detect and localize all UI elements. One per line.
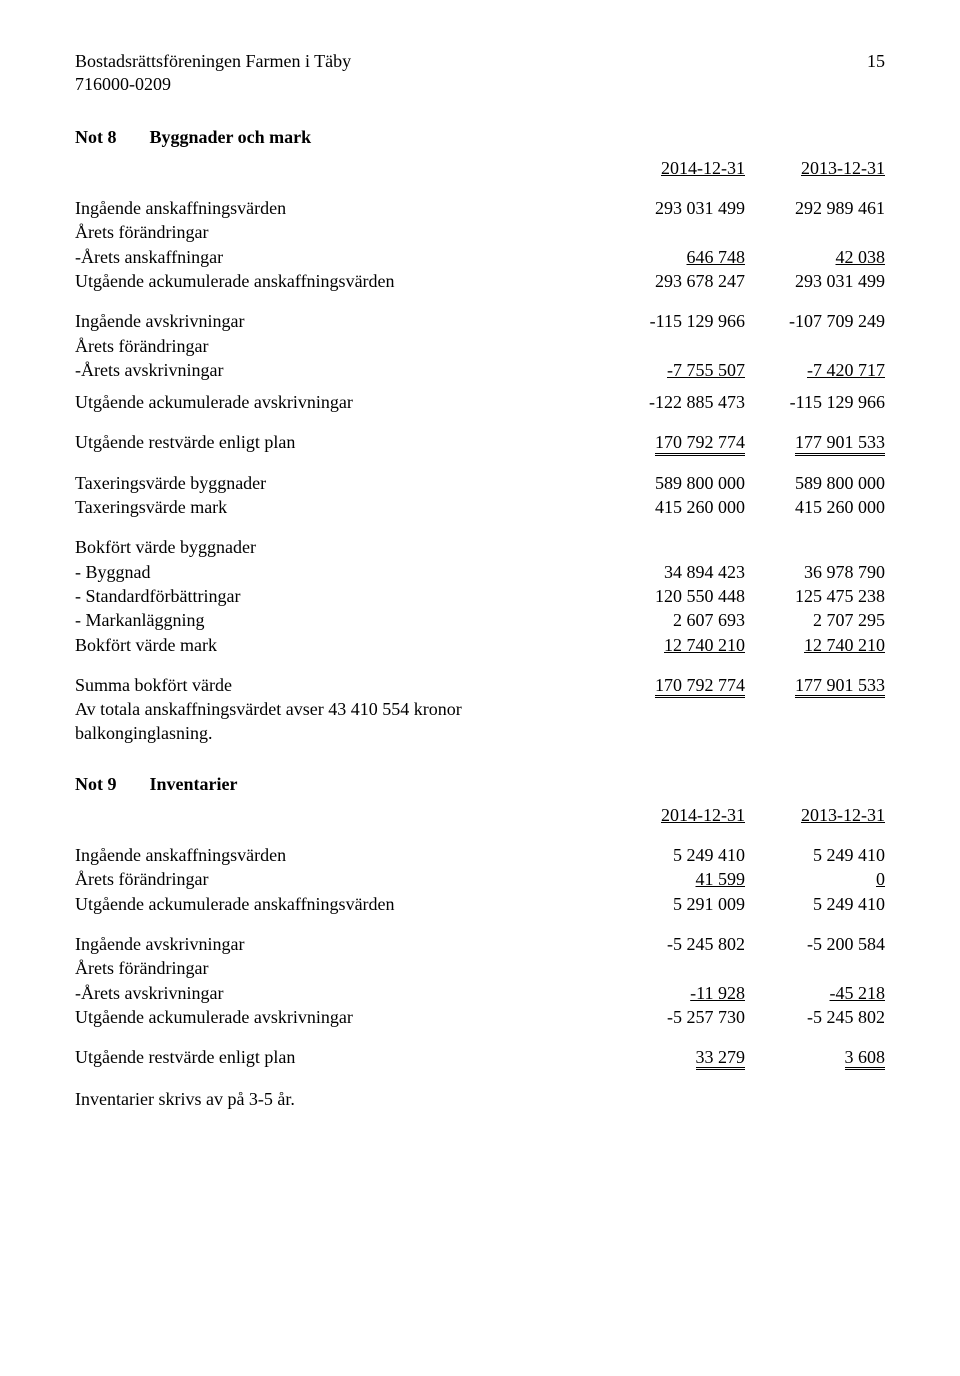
page-header: Bostadsrättsföreningen Farmen i Täby 716… (75, 50, 885, 97)
note8-col2: 2013-12-31 (801, 158, 885, 178)
page: Bostadsrättsföreningen Farmen i Täby 716… (0, 0, 960, 1376)
table-row: Ingående anskaffningsvärden 293 031 499 … (75, 196, 885, 220)
table-row: Bokfört värde byggnader (75, 535, 885, 559)
table-row: Utgående restvärde enligt plan 33 279 3 … (75, 1045, 885, 1069)
table-row: Summa bokfört värde 170 792 774 177 901 … (75, 673, 885, 697)
table-row: Ingående avskrivningar -115 129 966 -107… (75, 309, 885, 333)
page-number: 15 (867, 50, 885, 97)
note8-name: Byggnader och mark (150, 127, 312, 147)
table-row: Utgående ackumulerade anskaffningsvärden… (75, 269, 885, 293)
table-row: Ingående anskaffningsvärden 5 249 410 5 … (75, 843, 885, 867)
table-row: Utgående ackumulerade avskrivningar -5 2… (75, 1005, 885, 1029)
org-number: 716000-0209 (75, 73, 351, 96)
note9-col2: 2013-12-31 (801, 805, 885, 825)
note9-col1: 2014-12-31 (661, 805, 745, 825)
table-row: -Årets avskrivningar -11 928 -45 218 (75, 981, 885, 1005)
note9-table: 2014-12-31 2013-12-31 Ingående anskaffni… (75, 803, 885, 1070)
table-row: - Standardförbättringar 120 550 448 125 … (75, 584, 885, 608)
note9-num: Not 9 (75, 774, 145, 795)
note9-header-row: 2014-12-31 2013-12-31 (75, 803, 885, 827)
note8-header-row: 2014-12-31 2013-12-31 (75, 156, 885, 180)
table-row: Taxeringsvärde byggnader 589 800 000 589… (75, 471, 885, 495)
table-row: Utgående ackumulerade avskrivningar -122… (75, 390, 885, 414)
table-row: Årets förändringar 41 599 0 (75, 867, 885, 891)
note8-col1: 2014-12-31 (661, 158, 745, 178)
table-row: Taxeringsvärde mark 415 260 000 415 260 … (75, 495, 885, 519)
table-row: Utgående ackumulerade anskaffningsvärden… (75, 892, 885, 916)
table-row: - Markanläggning 2 607 693 2 707 295 (75, 608, 885, 632)
table-row: -Årets avskrivningar -7 755 507 -7 420 7… (75, 358, 885, 382)
table-row: Årets förändringar (75, 334, 885, 358)
table-row: Av totala anskaffningsvärdet avser 43 41… (75, 697, 885, 721)
note9-name: Inventarier (150, 774, 238, 794)
table-row: Utgående restvärde enligt plan 170 792 7… (75, 430, 885, 454)
table-row: Ingående avskrivningar -5 245 802 -5 200… (75, 932, 885, 956)
table-row: Årets förändringar (75, 956, 885, 980)
table-row: Årets förändringar (75, 220, 885, 244)
note8-title: Not 8 Byggnader och mark (75, 127, 885, 148)
table-row: - Byggnad 34 894 423 36 978 790 (75, 560, 885, 584)
table-row: Bokfört värde mark 12 740 210 12 740 210 (75, 633, 885, 657)
table-row: balkonginglasning. (75, 721, 885, 745)
note9-title: Not 9 Inventarier (75, 774, 885, 795)
header-left: Bostadsrättsföreningen Farmen i Täby 716… (75, 50, 351, 97)
note9-footer: Inventarier skrivs av på 3-5 år. (75, 1087, 885, 1111)
note8-table: 2014-12-31 2013-12-31 Ingående anskaffni… (75, 156, 885, 746)
table-row: -Årets anskaffningar 646 748 42 038 (75, 245, 885, 269)
org-name: Bostadsrättsföreningen Farmen i Täby (75, 50, 351, 73)
note8-num: Not 8 (75, 127, 145, 148)
